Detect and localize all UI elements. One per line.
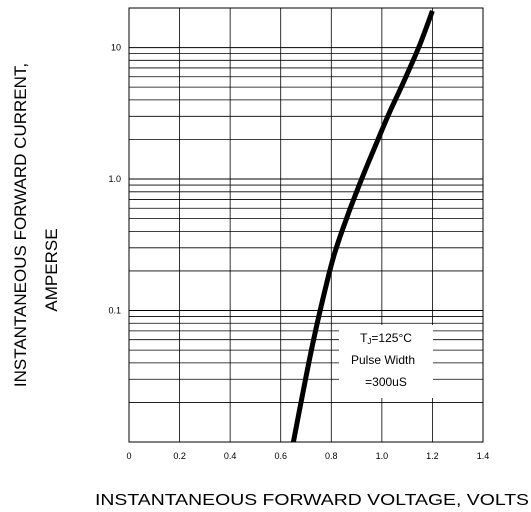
y-tick-label: 0.1 bbox=[108, 306, 121, 316]
y-axis-title-line2: AMPERSE bbox=[42, 228, 61, 311]
x-tick-label: 1.2 bbox=[426, 451, 439, 461]
chart-grid bbox=[129, 8, 483, 442]
y-tick-label: 1.0 bbox=[108, 174, 121, 184]
x-tick-label: 0.8 bbox=[325, 451, 338, 461]
x-axis-title: INSTANTANEOUS FORWARD VOLTAGE, VOLTS bbox=[95, 492, 529, 509]
x-tick-label: 0 bbox=[126, 451, 131, 461]
y-tick-label: 10 bbox=[111, 43, 121, 53]
legend-line-pulse-value: =300uS bbox=[365, 375, 407, 389]
series-layer bbox=[290, 10, 435, 443]
legend-box: TJ=125°C Pulse Width =300uS bbox=[339, 325, 433, 398]
legend-line-pulse-width: Pulse Width bbox=[351, 353, 415, 367]
tick-labels: 0 0.2 0.4 0.6 0.8 1.0 1.2 1.4 0.1 1.0 10 bbox=[108, 43, 489, 461]
legend-background bbox=[339, 325, 433, 398]
y-axis-title-line1: INSTANTANEOUS FORWARD CURRENT, bbox=[11, 63, 30, 387]
x-tick-label: 0.4 bbox=[224, 451, 237, 461]
plot-frame bbox=[128, 7, 484, 443]
x-tick-label: 1.4 bbox=[477, 451, 490, 461]
legend-line-temperature: TJ=125°C bbox=[360, 331, 412, 346]
series-line bbox=[290, 10, 435, 443]
x-tick-label: 0.2 bbox=[173, 451, 186, 461]
x-tick-label: 1.0 bbox=[376, 451, 389, 461]
x-tick-label: 0.6 bbox=[274, 451, 287, 461]
